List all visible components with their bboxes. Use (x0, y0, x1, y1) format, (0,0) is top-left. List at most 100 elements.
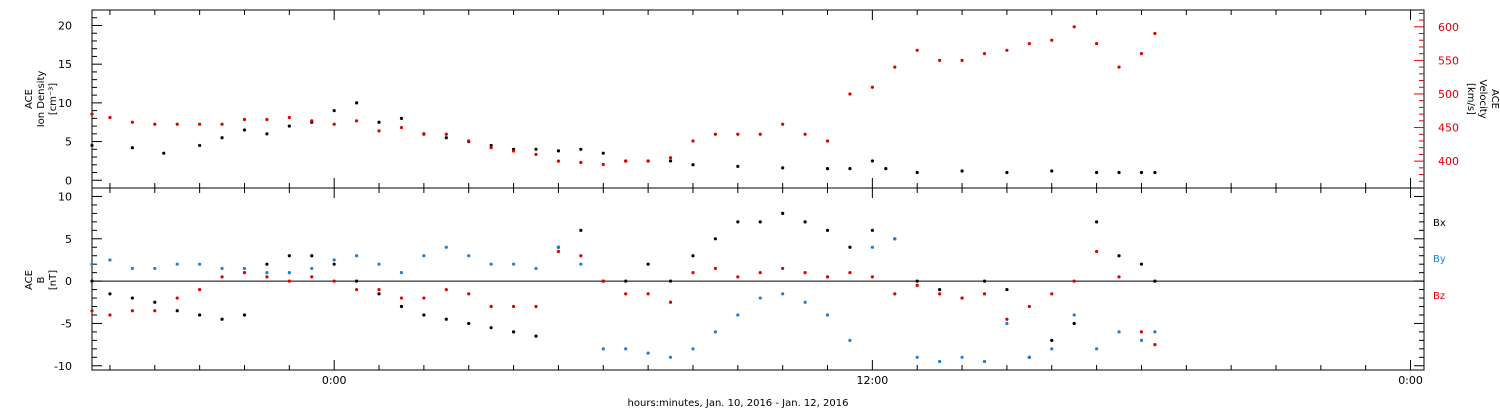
top-point (130, 146, 134, 150)
top-point (1117, 170, 1121, 175)
top-point (646, 159, 650, 163)
bottom-point (1117, 330, 1121, 334)
top-point (579, 147, 583, 151)
bottom-point (1153, 279, 1157, 283)
top-point (781, 166, 785, 170)
bottom-point (198, 262, 202, 266)
top-point (758, 132, 762, 136)
top-point (668, 156, 673, 160)
top-point (803, 132, 807, 136)
bottom-point (982, 359, 987, 364)
top-point (220, 122, 224, 126)
top-right-ytick-label: 500 (1438, 88, 1459, 101)
bottom-point (1139, 338, 1144, 342)
bottom-point (399, 296, 404, 300)
bottom-point (624, 279, 628, 283)
bottom-point (1005, 321, 1009, 326)
bottom-point (332, 258, 336, 262)
top-point (1095, 170, 1099, 175)
top-point (534, 152, 538, 157)
top-point (556, 159, 561, 163)
bottom-point (130, 266, 134, 271)
bottom-point (534, 266, 538, 271)
bottom-point (175, 309, 179, 313)
bottom-point (242, 271, 247, 275)
bottom-ytick-label: 5 (65, 233, 72, 246)
bottom-point (736, 275, 740, 279)
bottom-point (758, 296, 762, 300)
bottom-ytick-label: -5 (61, 317, 72, 330)
bottom-point (601, 279, 605, 283)
bottom-point (130, 309, 134, 313)
top-right-ytick-label: 550 (1438, 54, 1459, 67)
top-right-ytick-label: 600 (1438, 21, 1459, 34)
top-point (825, 167, 830, 171)
bottom-point (803, 271, 807, 275)
x-tick-label: 12:00 (857, 374, 889, 387)
top-point (162, 151, 166, 155)
top-point (489, 146, 493, 150)
top-point (884, 167, 888, 171)
top-point (713, 132, 717, 136)
bottom-point (579, 228, 583, 232)
top-right-ylabel: ACE Velocity [km/s] (1465, 79, 1500, 118)
bottom-point (511, 304, 516, 309)
top-left-ytick-label: 5 (65, 136, 72, 149)
bottom-point (90, 262, 94, 266)
bottom-point (736, 220, 740, 224)
bottom-point (175, 296, 179, 300)
top-point (310, 119, 314, 123)
top-point (601, 162, 605, 167)
bottom-point (1050, 338, 1054, 342)
top-point (736, 164, 740, 168)
bottom-point (556, 249, 561, 254)
top-point (265, 132, 269, 136)
top-panel-ticks: 0 5 10 15 20 400 450 500 550 600 (58, 9, 1459, 189)
top-point (691, 139, 695, 143)
bottom-point (624, 347, 628, 351)
top-point (355, 101, 359, 105)
top-right-ytick-label: 450 (1438, 122, 1459, 135)
bottom-point (1139, 262, 1144, 266)
bottom-point (938, 359, 942, 364)
bottom-point (265, 275, 269, 279)
bottom-point (377, 262, 381, 266)
top-point (848, 167, 852, 171)
bottom-point (287, 279, 291, 283)
top-point (242, 128, 247, 132)
bottom-point (1050, 292, 1054, 296)
top-left-ytick-label: 10 (58, 97, 72, 110)
bottom-point (90, 279, 94, 283)
top-point (175, 122, 179, 126)
bottom-point (668, 355, 673, 359)
top-point (825, 139, 830, 143)
bottom-point (287, 271, 291, 275)
top-left-ylabel: ACE Ion Density [cm⁻³] (24, 71, 59, 128)
x-tick-label: 0:00 (1398, 374, 1423, 387)
top-point (1050, 169, 1054, 173)
top-point (1005, 48, 1009, 52)
bottom-point (1027, 355, 1031, 359)
bottom-point (355, 254, 359, 258)
top-point (1095, 41, 1099, 46)
bottom-point (511, 330, 516, 334)
bottom-series-Bx (90, 211, 1157, 359)
bottom-point (467, 321, 471, 326)
top-panel-frame (91, 9, 1425, 189)
bottom-series-By (90, 237, 1157, 364)
top-point (287, 124, 291, 128)
bottom-point (355, 287, 359, 292)
bottom-point (601, 347, 605, 351)
top-point (511, 149, 516, 153)
bottom-point (1095, 220, 1099, 224)
top-point (736, 132, 740, 136)
bottom-panel-frame (91, 187, 1425, 371)
bottom-point (960, 296, 964, 300)
bottom-point (579, 254, 583, 258)
top-point (1139, 52, 1144, 56)
bottom-ylabel-line2: B (36, 276, 47, 283)
bottom-point (781, 266, 785, 271)
bottom-point (422, 313, 426, 317)
bottom-point (1139, 330, 1144, 334)
